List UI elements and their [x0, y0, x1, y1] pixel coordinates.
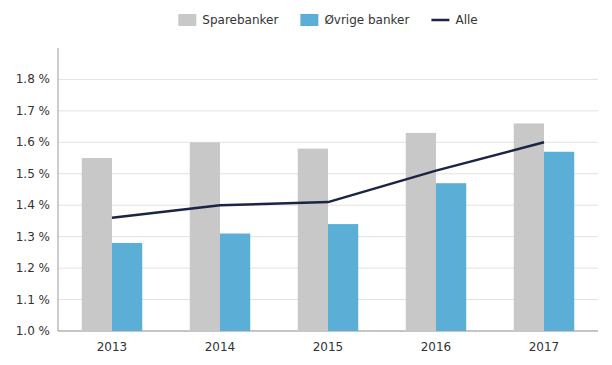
- bar: [220, 234, 250, 331]
- bar: [328, 224, 358, 331]
- bar: [514, 123, 544, 331]
- legend-swatch: [300, 14, 318, 26]
- grid-line: [58, 79, 598, 80]
- legend-item: Alle: [431, 13, 477, 27]
- legend-swatch: [178, 14, 196, 26]
- legend-swatch: [431, 19, 449, 22]
- bar: [82, 158, 112, 331]
- x-tick-label: 2016: [421, 340, 452, 354]
- x-tick-label: 2015: [313, 340, 344, 354]
- y-tick-label: 1.0 %: [16, 324, 50, 338]
- y-axis-line: [58, 48, 59, 331]
- grid-line: [58, 110, 598, 111]
- x-tick-label: 2017: [529, 340, 560, 354]
- legend-item: Øvrige banker: [300, 13, 409, 27]
- legend-label: Alle: [455, 13, 477, 27]
- y-tick-label: 1.8 %: [16, 72, 50, 86]
- y-tick-label: 1.2 %: [16, 261, 50, 275]
- grid: [58, 79, 598, 331]
- bar: [190, 142, 220, 331]
- bar: [436, 183, 466, 331]
- bar: [406, 133, 436, 331]
- y-tick-label: 1.1 %: [16, 293, 50, 307]
- bar: [112, 243, 142, 331]
- y-tick-label: 1.7 %: [16, 104, 50, 118]
- legend-item: Sparebanker: [178, 13, 278, 27]
- legend: Sparebanker Øvrige banker Alle: [178, 13, 477, 27]
- y-tick-label: 1.5 %: [16, 167, 50, 181]
- legend-label: Sparebanker: [202, 13, 278, 27]
- chart: 1.0 % 1.1 % 1.2 % 1.3 % 1.4 % 1.5 % 1.6 % 1.7 %…: [0, 0, 612, 365]
- bar: [298, 149, 328, 331]
- bar: [544, 152, 574, 331]
- marks: [82, 123, 574, 331]
- y-tick-label: 1.4 %: [16, 198, 50, 212]
- y-tick-label: 1.3 %: [16, 230, 50, 244]
- legend-label: Øvrige banker: [324, 13, 409, 27]
- y-tick-label: 1.6 %: [16, 135, 50, 149]
- x-tick-label: 2014: [205, 340, 236, 354]
- line: [112, 142, 544, 217]
- x-tick-label: 2013: [97, 340, 128, 354]
